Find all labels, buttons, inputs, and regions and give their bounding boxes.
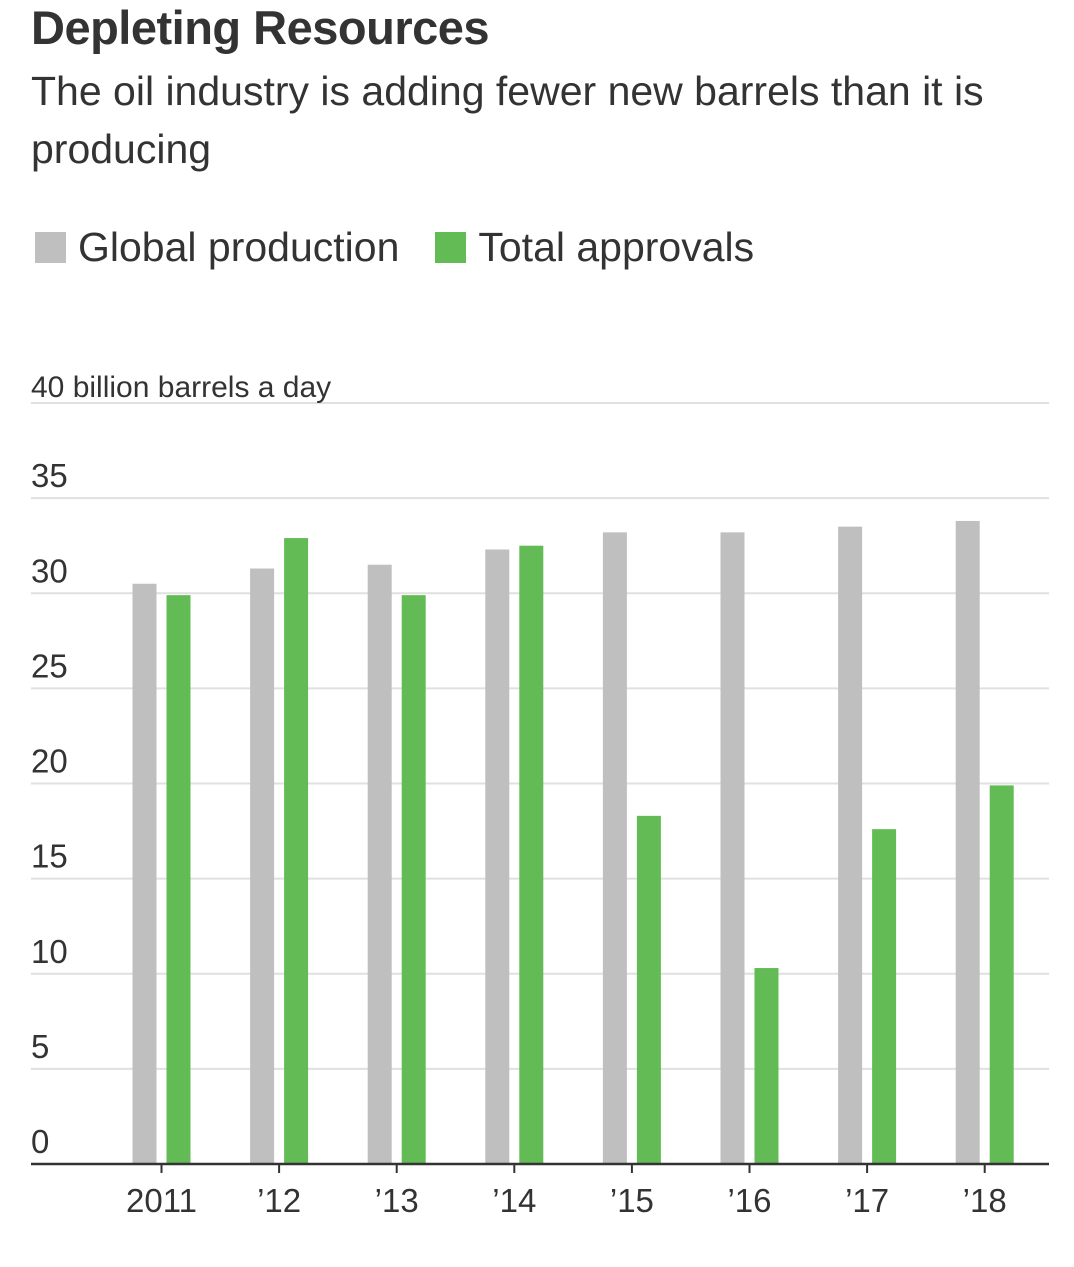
y-tick-label: 10 [31, 933, 68, 970]
legend-swatch-total-approvals [435, 231, 467, 263]
y-tick-label: 30 [31, 552, 68, 589]
chart-title: Depleting Resources [31, 1, 490, 54]
bar-global-production [485, 549, 510, 1164]
y-tick-label: 15 [31, 838, 68, 875]
bar-total-approvals [519, 545, 544, 1164]
bar-total-approvals [166, 595, 191, 1164]
x-tick-label: 2011 [126, 1182, 197, 1219]
legend-label-total-approvals: Total approvals [478, 223, 755, 270]
bar-global-production [250, 568, 275, 1164]
bar-global-production [838, 526, 863, 1164]
legend-swatch-global-production [35, 231, 66, 263]
x-tick-label: ’17 [845, 1182, 889, 1219]
bar-total-approvals [636, 815, 661, 1164]
bar-total-approvals [284, 538, 309, 1164]
y-tick-label: 35 [31, 457, 68, 494]
bar-global-production [955, 520, 980, 1164]
legend: Global production Total approvals [35, 222, 790, 272]
x-tick-label: ’12 [257, 1182, 301, 1219]
y-axis-unit-label: 40 billion barrels a day [31, 371, 331, 404]
chart-subtitle: The oil industry is adding fewer new bar… [31, 68, 984, 172]
y-tick-label: 0 [31, 1123, 49, 1160]
legend-item-global-production: Global production [35, 224, 399, 271]
bar-global-production [720, 532, 745, 1164]
y-tick-label: 20 [31, 743, 68, 780]
bar-total-approvals [401, 595, 426, 1164]
bar-total-approvals [989, 785, 1014, 1164]
x-tick-label: ’15 [610, 1182, 654, 1219]
y-tick-label: 25 [31, 647, 68, 684]
bar-global-production [132, 583, 157, 1164]
x-tick-label: ’14 [492, 1182, 536, 1219]
x-tick-label: ’18 [963, 1182, 1007, 1219]
bar-total-approvals [872, 829, 897, 1164]
bar-total-approvals [754, 968, 779, 1164]
x-tick-label: ’13 [375, 1182, 419, 1219]
bar-global-production [602, 532, 627, 1164]
legend-label-global-production: Global production [78, 223, 400, 270]
bar-global-production [367, 564, 392, 1164]
y-tick-label: 5 [31, 1028, 49, 1065]
x-tick-label: ’16 [727, 1182, 771, 1219]
legend-item-total-approvals: Total approvals [435, 224, 754, 271]
